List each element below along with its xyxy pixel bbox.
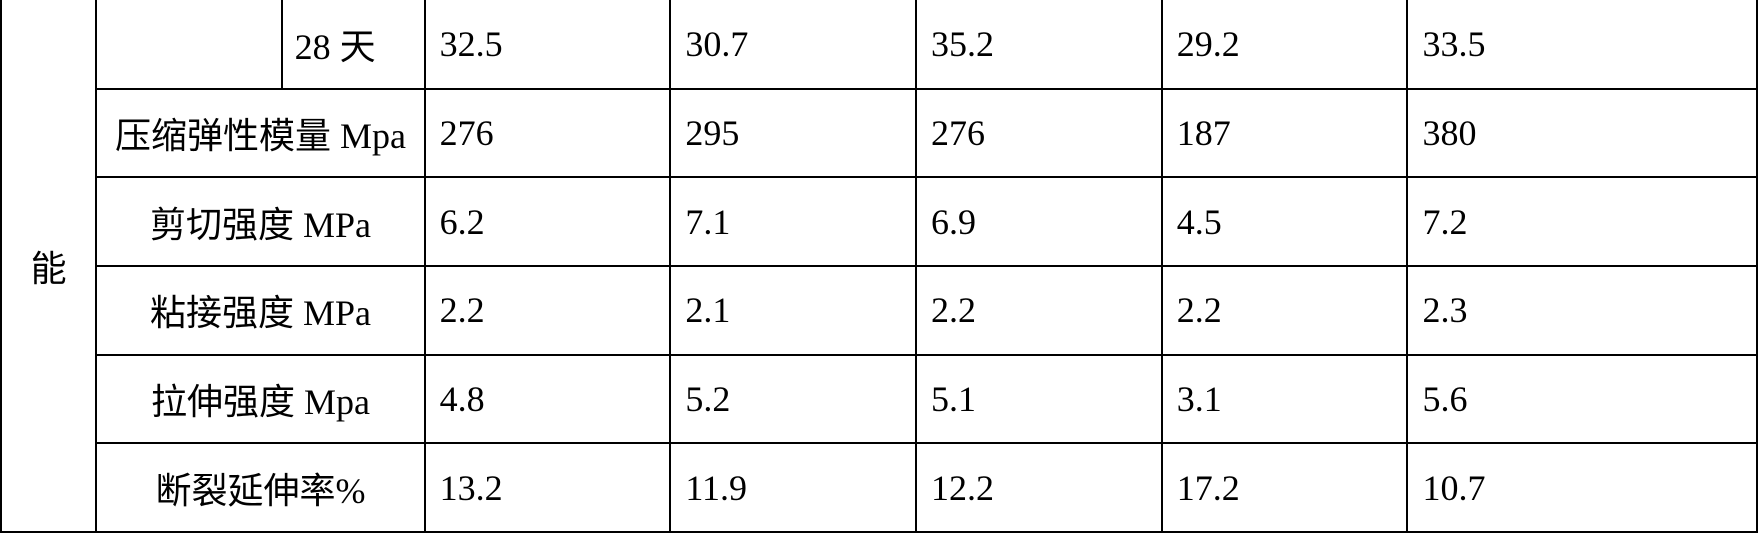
data-cell: 2.2 (916, 266, 1162, 355)
data-cell: 5.6 (1407, 355, 1757, 444)
data-cell: 10.7 (1407, 443, 1757, 532)
data-cell: 276 (916, 89, 1162, 178)
data-cell: 276 (425, 89, 671, 178)
data-cell: 11.9 (670, 443, 916, 532)
data-cell: 12.2 (916, 443, 1162, 532)
data-cell: 5.1 (916, 355, 1162, 444)
property-subcell-2: 28 天 (282, 0, 425, 89)
data-cell: 32.5 (425, 0, 671, 89)
data-cell: 17.2 (1162, 443, 1408, 532)
data-cell: 2.2 (1162, 266, 1408, 355)
table-row: 压缩弹性模量 Mpa 276 295 276 187 380 (1, 89, 1757, 178)
data-cell: 2.2 (425, 266, 671, 355)
data-cell: 6.2 (425, 177, 671, 266)
data-cell: 29.2 (1162, 0, 1408, 89)
data-cell: 5.2 (670, 355, 916, 444)
property-label-cell: 拉伸强度 Mpa (96, 355, 424, 444)
side-category-cell: 能 (1, 0, 96, 532)
table-row: 拉伸强度 Mpa 4.8 5.2 5.1 3.1 5.6 (1, 355, 1757, 444)
data-cell: 33.5 (1407, 0, 1757, 89)
property-label-cell: 剪切强度 MPa (96, 177, 424, 266)
data-cell: 7.2 (1407, 177, 1757, 266)
table-row: 断裂延伸率% 13.2 11.9 12.2 17.2 10.7 (1, 443, 1757, 532)
data-cell: 4.8 (425, 355, 671, 444)
table-row: 剪切强度 MPa 6.2 7.1 6.9 4.5 7.2 (1, 177, 1757, 266)
property-label-cell: 粘接强度 MPa (96, 266, 424, 355)
data-cell: 187 (1162, 89, 1408, 178)
data-cell: 380 (1407, 89, 1757, 178)
properties-table-container: 能 28 天 32.5 30.7 35.2 29.2 33.5 压缩弹性模量 M… (0, 0, 1758, 533)
data-cell: 3.1 (1162, 355, 1408, 444)
property-label-cell: 断裂延伸率% (96, 443, 424, 532)
property-subcell-1 (96, 0, 281, 89)
data-cell: 30.7 (670, 0, 916, 89)
data-cell: 2.1 (670, 266, 916, 355)
data-cell: 4.5 (1162, 177, 1408, 266)
property-label-cell: 压缩弹性模量 Mpa (96, 89, 424, 178)
table-row: 能 28 天 32.5 30.7 35.2 29.2 33.5 (1, 0, 1757, 89)
table-row: 粘接强度 MPa 2.2 2.1 2.2 2.2 2.3 (1, 266, 1757, 355)
data-cell: 295 (670, 89, 916, 178)
data-cell: 13.2 (425, 443, 671, 532)
data-cell: 6.9 (916, 177, 1162, 266)
data-cell: 7.1 (670, 177, 916, 266)
data-cell: 2.3 (1407, 266, 1757, 355)
data-cell: 35.2 (916, 0, 1162, 89)
properties-table: 能 28 天 32.5 30.7 35.2 29.2 33.5 压缩弹性模量 M… (0, 0, 1758, 533)
